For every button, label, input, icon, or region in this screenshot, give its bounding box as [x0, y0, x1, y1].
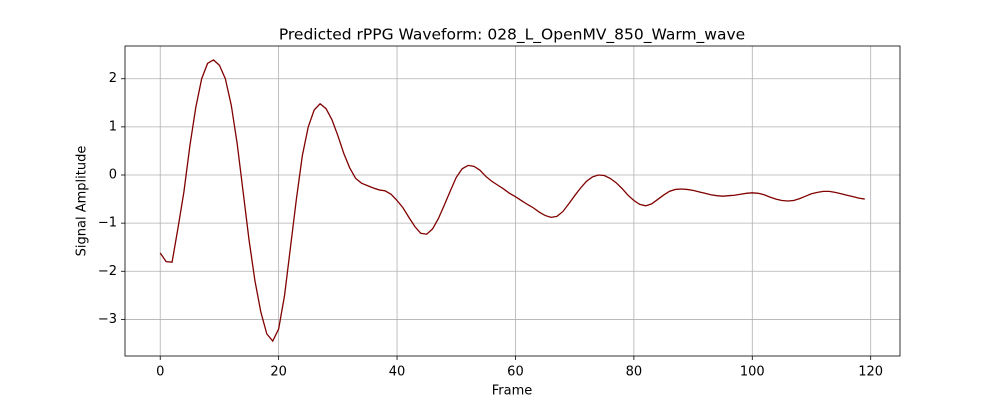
x-tick-label: 80: [626, 365, 643, 380]
x-tick-label: 120: [858, 365, 883, 380]
y-tick-label: 1: [109, 119, 117, 134]
x-tick-label: 60: [507, 365, 524, 380]
plot-frame: [124, 45, 901, 357]
y-tick-label: −3: [98, 312, 117, 327]
y-tick-label: −1: [98, 216, 117, 231]
y-axis-label: Signal Amplitude: [75, 146, 90, 257]
line-series: [159, 59, 865, 343]
x-axis-label: Frame: [492, 384, 533, 399]
y-tick-label: 0: [109, 168, 117, 183]
x-tick-label: 100: [740, 365, 765, 380]
y-tick-label: 2: [109, 71, 117, 86]
y-tick-label: −2: [98, 264, 117, 279]
chart-title: Predicted rPPG Waveform: 028_L_OpenMV_85…: [279, 26, 745, 45]
x-tick-label: 40: [389, 365, 406, 380]
x-tick-label: 20: [270, 365, 287, 380]
x-tick-label: 0: [156, 365, 164, 380]
